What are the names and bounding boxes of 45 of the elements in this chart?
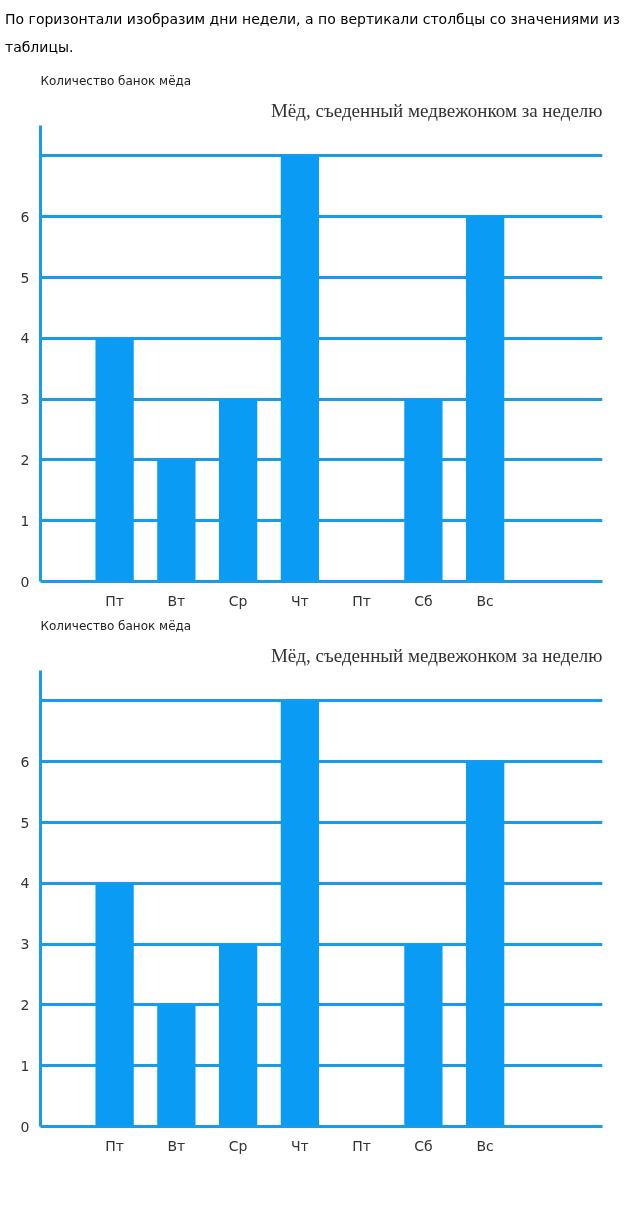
bar [404,944,443,1127]
bar [466,761,505,1127]
text: По горизонтали изобразим дни недели, а по вертикали столбцы со значениями из таблицы. [5,10,621,57]
y-axis-title: Количество банок мёда [40,618,192,633]
y-tick-label: 2 [20,996,30,1013]
bar [280,155,320,582]
x-tick-label: Ср [228,592,248,609]
y-tick-label: 3 [20,936,30,953]
x-tick-label: Пт [352,1137,371,1154]
y-tick-label: 6 [20,753,30,770]
y-tick-label: 6 [20,208,30,225]
x-tick-label: Вт [167,592,186,609]
bar [157,1004,196,1127]
y-tick-label: 2 [20,451,30,468]
y-tick-label: 4 [20,330,30,347]
x-tick-label: Пт [352,592,371,609]
bar [218,399,258,582]
y-tick-label: 3 [20,391,30,408]
y-tick-label: 0 [20,573,30,590]
x-tick-label: Вт [167,1137,186,1154]
bar [280,700,320,1127]
x-tick-label: Сб [414,1137,433,1154]
bar [466,216,505,582]
x-tick-label: Вс [476,592,494,609]
x-tick-label: Чт [291,1137,309,1154]
bar [218,944,258,1127]
y-axis-title: Количество банок мёда [40,73,192,88]
y-tick-label: 4 [20,875,30,892]
x-tick-label: Вс [476,1137,494,1154]
bar [95,338,134,582]
chart-title: Мёд, съеденный медвежонком за неделю [270,99,603,121]
y-tick-label: 1 [20,1057,30,1074]
x-tick-label: Пт [105,1137,124,1154]
y-tick-label: 0 [20,1118,30,1135]
y-tick-label: 5 [20,269,30,286]
bar [157,459,196,582]
y-tick-label: 5 [20,814,30,831]
x-tick-label: Сб [414,592,433,609]
bar [95,883,134,1127]
x-tick-label: Пт [105,592,124,609]
x-tick-label: Чт [291,592,309,609]
chart-title: Мёд, съеденный медвежонком за неделю [270,644,603,666]
y-tick-label: 1 [20,512,30,529]
bar [404,399,443,582]
x-tick-label: Ср [228,1137,248,1154]
